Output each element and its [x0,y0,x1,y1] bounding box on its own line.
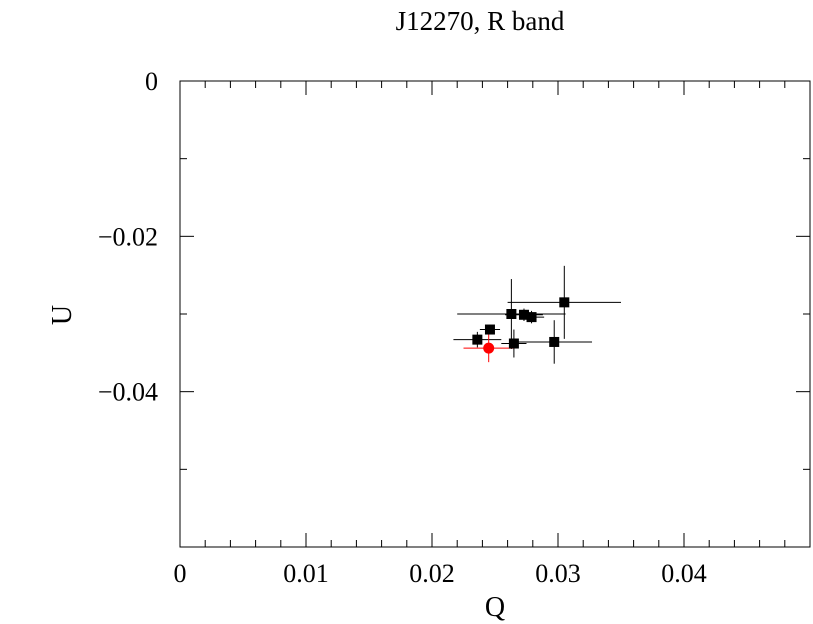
data-point-square [559,297,570,308]
y-tick-label: −0.02 [98,222,158,251]
data-point-square [472,334,483,345]
y-tick-label: 0 [145,67,158,96]
data-point-square [518,309,529,320]
x-tick-label: 0.04 [661,559,707,588]
y-tick-label: −0.04 [98,378,158,407]
data-point-square [484,324,495,335]
x-tick-label: 0 [174,559,187,588]
x-axis-title: Q [485,592,505,623]
x-tick-label: 0.03 [535,559,581,588]
data-point-circle [483,342,495,354]
tick-labels: 0 0.01 0.02 0.03 0.04 0 −0.02 −0.04 [98,67,707,588]
tick-marks [180,81,810,547]
data-point-square [508,338,519,349]
data-point-square [526,312,537,323]
data-point-square [549,336,560,347]
chart-title: J12270, R band [396,6,565,36]
data-point-square [506,309,517,319]
x-tick-label: 0.01 [283,559,329,588]
y-axis-title: U [47,305,78,325]
x-tick-label: 0.02 [409,559,455,588]
data-points [472,297,570,354]
error-bars [453,265,621,364]
